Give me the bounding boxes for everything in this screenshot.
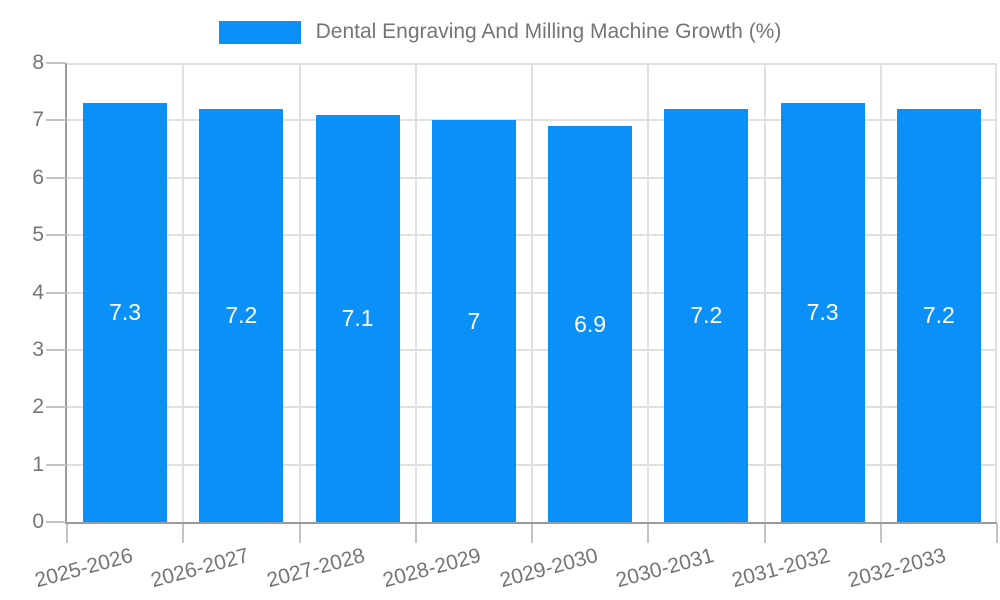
- y-axis-tick-label: 3: [32, 337, 44, 361]
- y-axis-tick-label: 1: [32, 452, 44, 476]
- y-axis-tick-label: 8: [32, 51, 44, 74]
- x-axis-tick: [66, 524, 68, 543]
- x-axis-tick-label: 2028-2029: [380, 544, 484, 593]
- legend-label: Dental Engraving And Milling Machine Gro…: [315, 20, 782, 43]
- y-axis-tick-label: 5: [32, 223, 44, 247]
- y-axis-tick: [46, 291, 66, 294]
- bar[interactable]: 7.3: [83, 103, 168, 522]
- y-axis-tick: [46, 234, 66, 237]
- gridline-vertical: [879, 63, 882, 522]
- gridline-vertical: [531, 63, 533, 522]
- gridline-vertical: [763, 63, 766, 522]
- bar[interactable]: 7.2: [664, 109, 749, 522]
- x-axis-tick: [996, 524, 998, 543]
- y-axis-tick: [46, 406, 66, 409]
- x-axis-tick-label: 2032-2033: [845, 544, 949, 593]
- y-axis-tick: [46, 62, 66, 64]
- x-axis-tick: [298, 524, 301, 543]
- bar[interactable]: 7: [431, 120, 516, 522]
- gridline-vertical: [414, 63, 417, 522]
- x-axis-tick: [879, 524, 882, 543]
- x-axis-tick: [531, 524, 533, 543]
- x-axis-tick-label: 2030-2031: [613, 544, 717, 593]
- bar-value-label: 7.1: [341, 305, 374, 331]
- bar-value-label: 7.3: [806, 299, 839, 325]
- bar-value-label: 7.2: [690, 302, 723, 328]
- x-axis-tick: [647, 524, 650, 543]
- y-axis-tick: [46, 176, 66, 179]
- y-axis-tick: [46, 463, 66, 466]
- x-axis-tick-label: 2027-2028: [264, 544, 368, 593]
- bar-value-label: 7.3: [109, 299, 142, 325]
- legend-swatch: [218, 20, 301, 44]
- gridline-vertical: [182, 63, 185, 522]
- legend[interactable]: Dental Engraving And Milling Machine Gro…: [0, 20, 1000, 44]
- y-axis-tick: [46, 348, 66, 351]
- x-axis-tick-label: 2031-2032: [729, 544, 833, 593]
- x-axis-tick: [763, 524, 766, 543]
- y-axis-tick-label: 0: [32, 510, 44, 533]
- x-axis-tick: [414, 524, 417, 543]
- gridline-vertical: [647, 63, 650, 522]
- x-axis-tick-label: 2026-2027: [148, 544, 252, 593]
- bar[interactable]: 7.3: [780, 103, 865, 522]
- y-axis-tick-label: 2: [32, 395, 44, 419]
- gridline-vertical: [298, 63, 301, 522]
- bar-value-label: 7.2: [922, 302, 955, 328]
- bar[interactable]: 6.9: [548, 126, 633, 522]
- gridline-vertical: [995, 63, 997, 522]
- y-axis-tick-label: 7: [32, 108, 44, 132]
- y-axis-tick-label: 6: [32, 165, 44, 189]
- y-axis-tick: [46, 119, 66, 122]
- y-axis-tick-label: 4: [32, 280, 44, 304]
- bar[interactable]: 7.2: [896, 109, 981, 522]
- plot-area: 7.3 7.2 7.1 7 6.9 7.2 7.3 7.2: [65, 63, 997, 524]
- bar-value-label: 7: [467, 307, 481, 334]
- bar[interactable]: 7.2: [199, 109, 284, 522]
- bar[interactable]: 7.1: [315, 115, 400, 522]
- bar-value-label: 7.2: [225, 302, 258, 328]
- x-axis-tick-label: 2029-2030: [497, 544, 601, 593]
- bar-value-label: 6.9: [574, 310, 607, 337]
- y-axis-tick: [46, 521, 66, 523]
- x-axis-tick: [182, 524, 185, 543]
- x-axis-tick-label: 2025-2026: [32, 544, 136, 593]
